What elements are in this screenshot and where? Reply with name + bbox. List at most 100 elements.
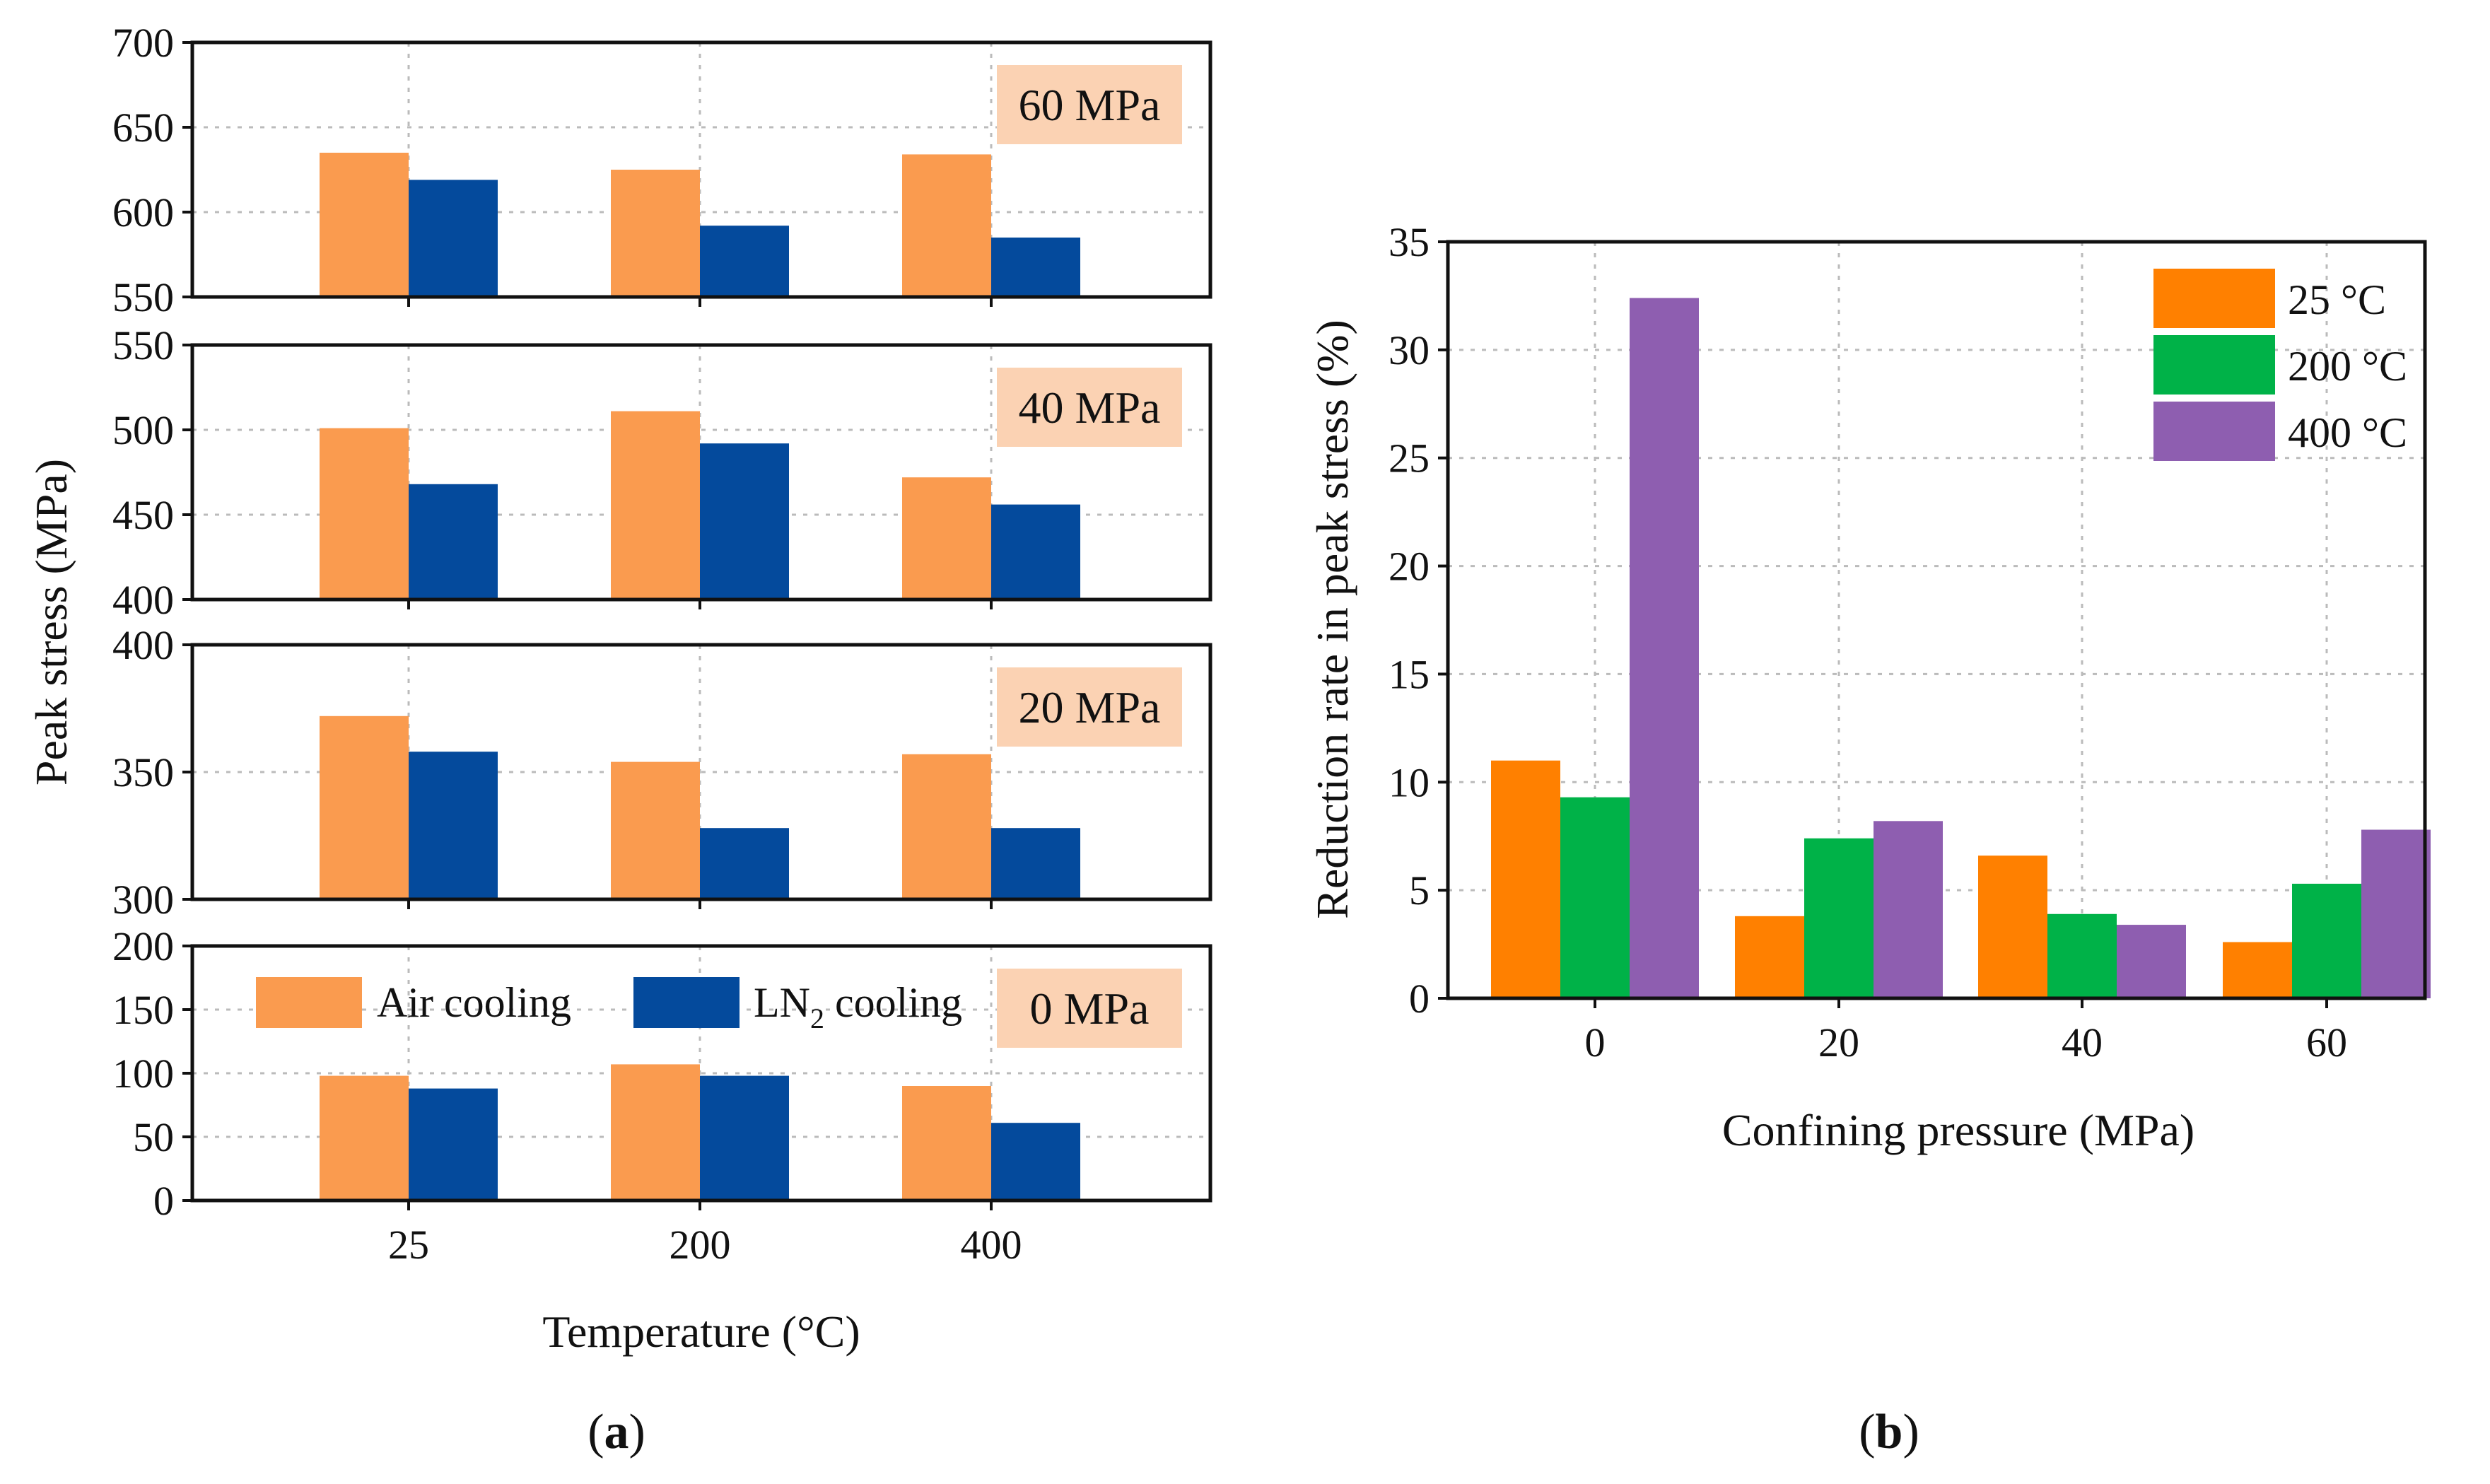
y-tick-label: 600 (112, 189, 174, 235)
subplot-60-mpa: 550 600 650 700 60 MPa (112, 20, 1212, 320)
bar-200C-20 (1804, 838, 1874, 998)
bar-air-200 (611, 170, 700, 297)
bar-ln2-25 (409, 752, 498, 899)
panel-label-a-letter: a (604, 1405, 629, 1459)
bar-ln2-200 (700, 226, 789, 297)
legend-a: Air cooling LN2 cooling (256, 977, 962, 1034)
legend-swatch-25C (2153, 269, 2275, 328)
bar-air-200 (611, 761, 700, 899)
y-tick-label: 150 (112, 987, 174, 1033)
legend-b: 25 °C 200 °C 400 °C (2153, 269, 2407, 461)
y-tick-label: 400 (112, 577, 174, 623)
bar-ln2-25 (409, 484, 498, 600)
bar-ln2-25 (409, 1088, 498, 1200)
pressure-label-box (997, 368, 1182, 447)
legend-label-air: Air cooling (377, 979, 571, 1026)
plot-frame (1446, 240, 2427, 1000)
panel-label-a: (a) (588, 1405, 645, 1459)
bar-400C-40 (2117, 925, 2186, 998)
bar-air-25 (320, 153, 409, 297)
bar-25C-60 (2223, 942, 2292, 998)
x-tick-label-40: 40 (2062, 1019, 2103, 1065)
y-axis-title: Reduction rate in peak stress (%) (1307, 320, 1357, 919)
bar-ln2-400 (991, 1123, 1080, 1200)
legend-label-ln2-suffix: cooling (824, 979, 962, 1026)
y-tick-label: 400 (112, 622, 174, 668)
panel-label-a-close: ) (629, 1405, 645, 1459)
bar-air-400 (902, 1086, 991, 1200)
y-tick-label: 0 (1409, 976, 1430, 1022)
bar-air-200 (611, 411, 700, 600)
bar-air-200 (611, 1064, 700, 1200)
x-axis-title: Temperature (°C) (542, 1307, 860, 1357)
x-tick-label-400: 400 (961, 1222, 1022, 1268)
bar-air-25 (320, 428, 409, 600)
x-tick-label-25: 25 (388, 1222, 429, 1268)
y-tick-label: 35 (1389, 219, 1430, 265)
y-tick-label: 50 (133, 1114, 174, 1160)
bar-air-400 (902, 477, 991, 600)
y-tick-label: 550 (112, 322, 174, 368)
y-tick-label: 300 (112, 877, 174, 923)
y-tick-label: 350 (112, 749, 174, 795)
pressure-label-box (997, 667, 1182, 747)
bar-400C-20 (1874, 821, 1943, 998)
panel-label-b-letter: b (1876, 1405, 1903, 1459)
bar-200C-60 (2292, 883, 2361, 998)
subplot-20-mpa: 300 350 400 20 MPa (112, 622, 1212, 923)
subplot-40-mpa: 400 450 500 550 40 MPa (112, 322, 1212, 623)
legend-swatch-air (256, 977, 362, 1028)
panel-label-b: (b) (1859, 1405, 1919, 1459)
bar-ln2-400 (991, 828, 1080, 899)
y-tick-label: 500 (112, 407, 174, 453)
pressure-label: 60 MPa (1019, 80, 1161, 130)
bar-400C-60 (2361, 829, 2431, 998)
bar-ln2-200 (700, 1075, 789, 1200)
pressure-label: 0 MPa (1030, 983, 1150, 1034)
legend-label-ln2-sub: 2 (810, 1003, 824, 1034)
bar-25C-40 (1978, 855, 2047, 998)
y-tick-label: 650 (112, 105, 174, 151)
legend-label-200C: 200 °C (2288, 343, 2407, 390)
x-tick-label-20: 20 (1818, 1019, 1859, 1065)
legend-swatch-200C (2153, 335, 2275, 395)
bar-air-25 (320, 715, 409, 899)
x-tick-label-60: 60 (2306, 1019, 2347, 1065)
x-tick-label-200: 200 (670, 1222, 731, 1268)
bar-air-400 (902, 154, 991, 297)
y-tick-label: 700 (112, 20, 174, 66)
pressure-label-box (997, 969, 1182, 1048)
y-tick-label: 10 (1389, 759, 1430, 805)
legend-swatch-400C (2153, 402, 2275, 461)
bar-200C-0 (1560, 797, 1630, 998)
legend-label-ln2-base: LN (754, 979, 810, 1026)
y-tick-label: 25 (1389, 436, 1430, 481)
legend-label-25C: 25 °C (2288, 276, 2386, 323)
subplot-0-mpa: 0 50 100 150 200 0 MPa (112, 923, 1212, 1224)
pressure-label: 20 MPa (1019, 682, 1161, 732)
panel-b: 0 5 10 15 20 25 30 35 0 20 40 60 Confining pressure … (1307, 219, 2431, 1459)
bar-air-25 (320, 1075, 409, 1200)
legend-label-400C: 400 °C (2288, 409, 2407, 456)
panel-label-b-close: ) (1902, 1405, 1919, 1459)
pressure-label: 40 MPa (1019, 382, 1161, 433)
y-tick-label: 100 (112, 1051, 174, 1097)
bar-25C-0 (1491, 760, 1560, 998)
legend-swatch-ln2 (633, 977, 740, 1028)
y-tick-label: 20 (1389, 544, 1430, 590)
y-tick-label: 15 (1389, 651, 1430, 697)
x-tick-label-0: 0 (1585, 1019, 1606, 1065)
bar-400C-0 (1630, 298, 1699, 998)
legend-label-ln2: LN2 cooling (754, 979, 962, 1034)
x-axis-title: Confining pressure (MPa) (1722, 1105, 2194, 1155)
pressure-label-box (997, 65, 1182, 144)
y-axis-title: Peak stress (MPa) (26, 459, 76, 785)
bar-ln2-400 (991, 238, 1080, 297)
y-tick-label: 0 (153, 1178, 174, 1224)
y-tick-label: 5 (1409, 867, 1430, 913)
bar-25C-20 (1735, 916, 1804, 998)
bar-200C-40 (2047, 913, 2117, 998)
panel-label-b-open: ( (1859, 1405, 1875, 1459)
